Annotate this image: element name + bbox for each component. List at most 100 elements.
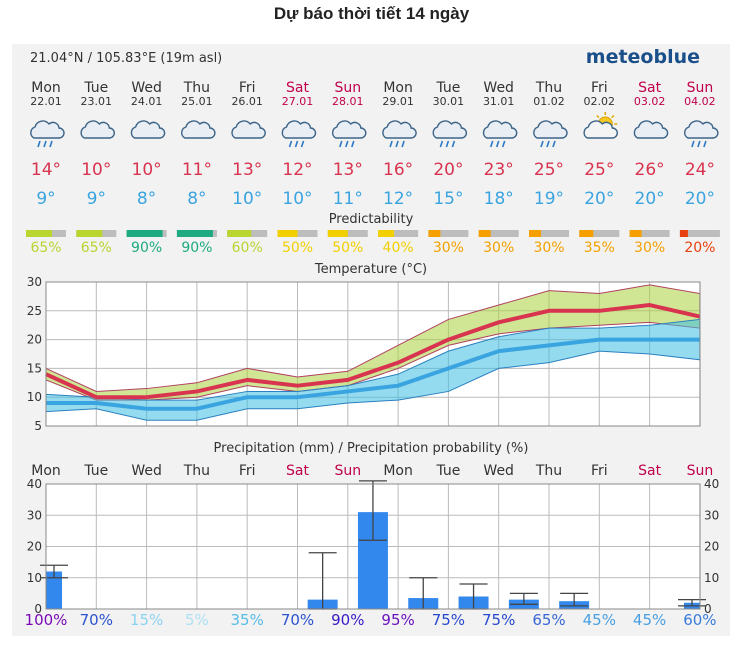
day-date: 28.01 [332,95,364,108]
day-date: 29.01 [382,95,414,108]
predictability-bar [176,230,213,237]
forecast-panel: 21.04°N / 105.83°E (19m asl) meteoblue P… [12,44,730,636]
day-name: Fri [239,80,256,96]
min-temp: 12° [383,189,413,209]
predictability-value: 65% [81,240,112,256]
predictability-track [579,230,620,237]
day-name: Wed [483,80,514,96]
temperature-tick-label: 20 [27,333,42,347]
day-name: Sun [687,80,714,96]
day-date: 24.01 [131,95,163,108]
day-name: Thu [535,80,562,96]
min-temp: 20° [635,189,665,209]
max-temp: 16° [383,160,413,180]
precip-day-name: Fri [239,463,256,479]
precipitation-probability: 35% [231,611,264,629]
min-temp: 8° [137,189,156,209]
precip-day-name: Tue [435,463,460,479]
precip-day-name: Sun [687,463,714,479]
day-name: Thu [183,80,210,96]
precipitation-title: Precipitation (mm) / Precipitation proba… [214,441,529,456]
max-temp: 13° [232,160,262,180]
day-name: Fri [591,80,608,96]
day-name: Tue [435,80,460,96]
temperature-tick-label: 15 [27,361,42,375]
page-title: Dự báo thời tiết 14 ngày [273,4,470,23]
precipitation-tick-label-right: 20 [704,540,719,554]
day-date: 22.01 [30,95,62,108]
day-date: 27.01 [282,95,314,108]
predictability-value: 30% [634,240,665,256]
predictability-value: 60% [232,240,263,256]
max-temp: 14° [31,160,61,180]
predictability-track [378,230,419,237]
precipitation-tick-label-right: 40 [704,477,719,491]
predictability-bar [327,230,348,237]
precipitation-tick-label-right: 10 [704,571,719,585]
precip-day-name: Wed [483,463,514,479]
precip-day-name: Mon [383,463,413,479]
cloud-icon [130,120,166,139]
max-temp-line [45,303,701,400]
cloud-rain-icon [482,120,518,148]
max-temp: 25° [534,160,564,180]
location-label: 21.04°N / 105.83°E (19m asl) [30,51,222,66]
precip-day-name: Tue [83,463,108,479]
sun-cloud-icon [583,112,618,139]
cloud-rain-icon [331,120,367,148]
predictability-value: 50% [332,240,363,256]
meteoblue-logo: meteoblue [586,46,700,68]
predictability-value: 40% [383,240,414,256]
predictability-value: 30% [533,240,564,256]
predictability-bar [76,230,103,237]
day-date: 01.02 [533,95,565,108]
precipitation-probability: 100% [25,611,68,629]
day-date: 02.02 [584,95,616,108]
precip-day-name: Fri [591,463,608,479]
min-temp: 10° [282,189,312,209]
min-temp: 9° [36,189,55,209]
max-temp: 20° [433,160,463,180]
precipitation-probability: 65% [532,611,565,629]
min-temp: 9° [87,189,106,209]
temperature-tick-label: 25 [27,304,42,318]
predictability-track [629,230,670,237]
max-temp: 10° [81,160,111,180]
temperature-tick-label: 30 [27,275,42,289]
precipitation-bar [46,571,62,609]
cloud-icon [181,120,216,139]
cloud-rain-icon [533,120,568,148]
predictability-track [478,230,519,237]
min-temp: 20° [584,189,614,209]
cloud-rain-icon [382,120,417,148]
precipitation-tick-label-left: 0 [34,602,42,616]
precipitation-probability: 90% [331,611,364,629]
predictability-bar [378,230,395,237]
day-name: Mon [31,80,61,96]
precipitation-probability: 75% [482,611,515,629]
temperature-tick-label: 5 [34,419,42,433]
predictability-value: 65% [30,240,61,256]
cloud-rain-icon [30,120,65,148]
predictability-bar [579,230,594,237]
precip-day-name: Thu [535,463,562,479]
precipitation-plot-border [45,483,701,610]
precip-day-name: Thu [183,463,210,479]
predictability-value: 35% [584,240,615,256]
precip-day-name: Wed [131,463,162,479]
max-temp: 26° [635,160,665,180]
precipitation-probability: 70% [281,611,314,629]
predictability-value: 90% [181,240,212,256]
precipitation-tick-label-left: 40 [27,477,42,491]
cloud-rain-icon [432,120,468,148]
precipitation-tick-label-left: 10 [27,571,42,585]
predictability-bar [428,230,441,237]
precipitation-probability: 75% [432,611,465,629]
predictability-value: 30% [483,240,514,256]
max-temp: 25° [584,160,614,180]
predictability-bar [126,230,163,237]
predictability-bar [227,230,252,237]
max-temp: 24° [685,160,715,180]
predictability-bar [26,230,52,237]
precip-day-name: Sun [334,463,361,479]
